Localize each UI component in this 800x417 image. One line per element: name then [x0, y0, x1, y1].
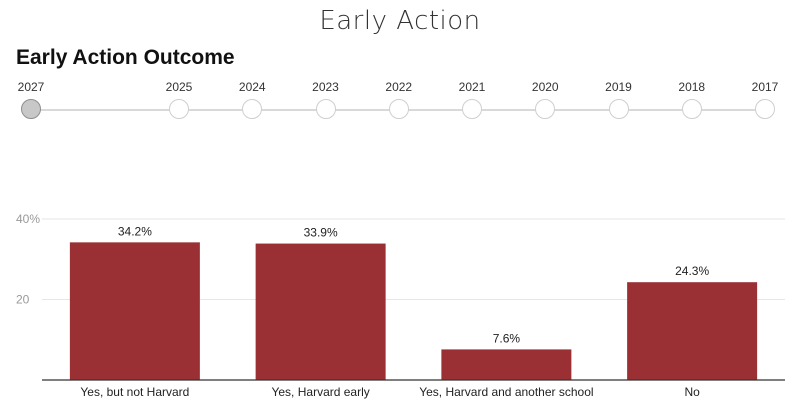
bar	[69, 242, 200, 380]
timeline-dot[interactable]	[388, 99, 409, 119]
x-category-label: Yes, Harvard early	[271, 385, 369, 399]
timeline-year-label: 2021	[458, 80, 486, 94]
timeline-year-2025[interactable]: 2025	[159, 78, 199, 119]
timeline-dot[interactable]	[608, 99, 629, 119]
timeline-dot[interactable]	[755, 99, 775, 119]
timeline-year-2018[interactable]: 2018	[672, 78, 712, 119]
timeline-year-2023[interactable]: 2023	[306, 78, 346, 119]
timeline-year-label: 2025	[165, 80, 193, 94]
bar-value-label: 34.2%	[118, 224, 152, 238]
timeline-year-label: 2027	[17, 80, 45, 94]
timeline-year-2019[interactable]: 2019	[599, 78, 639, 119]
bar-value-label: 7.6%	[493, 331, 521, 345]
timeline-dot[interactable]	[681, 99, 702, 119]
timeline-year-label: 2022	[385, 80, 413, 94]
timeline-dot[interactable]	[21, 99, 41, 119]
timeline-dot[interactable]	[535, 99, 556, 119]
bar-value-label: 24.3%	[675, 264, 709, 278]
timeline-year-label: 2020	[531, 80, 559, 94]
timeline-year-2021[interactable]: 2021	[452, 78, 492, 119]
y-tick-label: 20	[16, 293, 30, 307]
x-category-label: No	[684, 385, 700, 399]
timeline-year-label: 2024	[238, 80, 266, 94]
bar	[255, 243, 386, 380]
y-tick-label: 40%	[16, 212, 40, 226]
timeline-year-label: 2023	[312, 80, 339, 94]
year-timeline: 2027 2025 2024 2023 2022 2021 2020 2019 2018 2017	[0, 78, 800, 128]
chart-title: Early Action Outcome	[16, 46, 235, 69]
bar	[441, 349, 572, 380]
bar	[627, 282, 758, 380]
page-title: Early Action	[319, 6, 481, 36]
timeline-year-2020[interactable]: 2020	[525, 78, 565, 119]
timeline-year-label: 2019	[605, 80, 632, 94]
timeline-dot[interactable]	[169, 99, 189, 119]
bar-value-label: 33.9%	[304, 226, 338, 240]
timeline-dot[interactable]	[462, 99, 482, 119]
timeline-dot[interactable]	[242, 99, 263, 119]
timeline-year-2027[interactable]: 2027	[11, 78, 51, 119]
timeline-year-2017[interactable]: 2017	[745, 78, 785, 119]
timeline-year-label: 2017	[751, 80, 779, 94]
timeline-year-2022[interactable]: 2022	[379, 78, 419, 119]
x-category-label: Yes, Harvard and another school	[419, 385, 593, 399]
timeline-year-2024[interactable]: 2024	[232, 78, 272, 119]
timeline-dot[interactable]	[315, 99, 336, 119]
timeline-year-label: 2018	[678, 80, 706, 94]
x-category-label: Yes, but not Harvard	[80, 385, 189, 399]
